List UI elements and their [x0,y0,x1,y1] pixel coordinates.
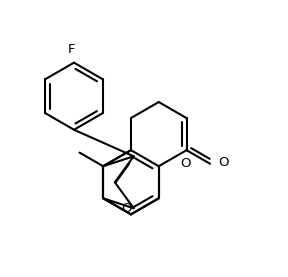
Text: O: O [180,157,190,170]
Text: F: F [67,43,75,56]
Text: O: O [218,156,229,169]
Text: O: O [121,202,132,215]
